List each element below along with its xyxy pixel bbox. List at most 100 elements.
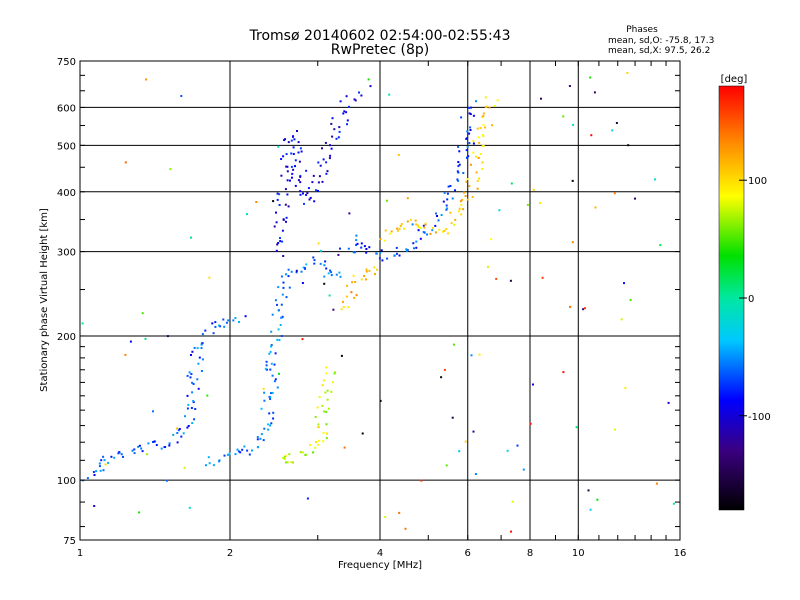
echo-point xyxy=(273,363,276,366)
echo-point xyxy=(200,342,203,345)
echo-point xyxy=(102,469,105,472)
trace-o-trace-a xyxy=(273,91,363,257)
noise-point xyxy=(165,479,168,482)
phase-stats-x: mean, sd,X: 97.5, 26.2 xyxy=(608,46,710,56)
echo-point xyxy=(481,168,484,170)
echo-point xyxy=(275,211,277,214)
echo-point xyxy=(222,318,225,321)
echo-point xyxy=(406,220,409,223)
echo-point xyxy=(313,259,316,262)
echo-point xyxy=(462,208,465,211)
echo-point xyxy=(287,275,290,278)
echo-point xyxy=(312,451,315,454)
echo-point xyxy=(193,418,196,421)
echo-point xyxy=(263,391,266,394)
echo-point xyxy=(413,247,415,250)
echo-point xyxy=(118,451,121,453)
echo-point xyxy=(491,124,494,127)
echo-point xyxy=(281,229,284,232)
echo-point xyxy=(286,179,289,182)
echo-point xyxy=(422,224,425,227)
noise-point xyxy=(278,372,280,375)
echo-point xyxy=(325,410,328,413)
echo-point xyxy=(205,464,207,467)
echo-point xyxy=(270,344,273,347)
echo-point xyxy=(256,438,259,441)
echo-point xyxy=(274,299,277,302)
echo-point xyxy=(281,240,284,243)
echo-point xyxy=(314,446,317,449)
echo-point xyxy=(276,386,279,389)
echo-point xyxy=(390,230,393,233)
echo-point xyxy=(461,198,463,201)
echo-point xyxy=(290,165,293,168)
echo-point xyxy=(190,407,193,409)
echo-point xyxy=(423,226,426,229)
echo-point xyxy=(280,174,283,177)
noise-point xyxy=(445,464,448,467)
noise-point xyxy=(141,312,144,315)
noise-point xyxy=(481,134,484,136)
noise-point xyxy=(144,337,147,340)
echo-point xyxy=(299,193,302,196)
echo-point xyxy=(471,196,474,198)
echo-point xyxy=(284,454,287,457)
echo-point xyxy=(236,448,239,451)
echo-point xyxy=(354,251,357,254)
echo-point xyxy=(457,165,460,168)
echo-point xyxy=(468,112,471,115)
echo-point xyxy=(379,252,382,254)
noise-point xyxy=(654,178,656,181)
echo-point xyxy=(341,300,344,303)
noise-point xyxy=(589,508,592,511)
echo-point xyxy=(323,275,326,278)
echo-point xyxy=(264,367,267,370)
echo-point xyxy=(472,114,475,117)
echo-point xyxy=(327,272,330,275)
echo-point xyxy=(443,229,446,232)
echo-point xyxy=(329,144,331,147)
echo-point xyxy=(147,442,150,445)
noise-point xyxy=(295,269,298,272)
echo-point xyxy=(446,198,449,201)
echo-point xyxy=(405,248,408,251)
noise-point xyxy=(587,489,590,492)
echo-point xyxy=(335,137,338,140)
noise-point xyxy=(386,199,388,202)
noise-point xyxy=(180,95,183,97)
echo-point xyxy=(164,446,167,448)
echo-point xyxy=(211,322,214,325)
noise-point xyxy=(317,242,320,245)
echo-point xyxy=(304,453,307,456)
echo-point xyxy=(459,200,462,203)
echo-point xyxy=(103,459,106,462)
noise-point xyxy=(332,308,335,311)
echo-point xyxy=(326,432,328,435)
noise-point xyxy=(584,307,586,310)
echo-point xyxy=(313,262,316,265)
echo-point xyxy=(381,259,384,262)
echo-point xyxy=(100,459,103,462)
echo-point xyxy=(330,271,333,274)
echo-point xyxy=(322,432,325,434)
echo-point xyxy=(187,425,190,427)
echo-point xyxy=(454,189,456,192)
echo-point xyxy=(292,168,295,171)
noise-point xyxy=(406,197,409,200)
echo-point xyxy=(323,410,325,413)
echo-point xyxy=(373,273,376,276)
noise-point xyxy=(532,188,535,191)
echo-point xyxy=(321,147,323,150)
echo-point xyxy=(288,286,291,289)
echo-point xyxy=(280,303,283,306)
noise-point xyxy=(526,203,529,206)
echo-point xyxy=(345,95,348,98)
echo-point xyxy=(484,106,487,108)
echo-point xyxy=(400,223,403,225)
echo-point xyxy=(346,119,349,122)
echo-point xyxy=(481,161,484,164)
noise-point xyxy=(384,516,387,518)
echo-point xyxy=(355,239,358,242)
echo-point xyxy=(333,128,336,131)
echo-point xyxy=(282,456,285,459)
